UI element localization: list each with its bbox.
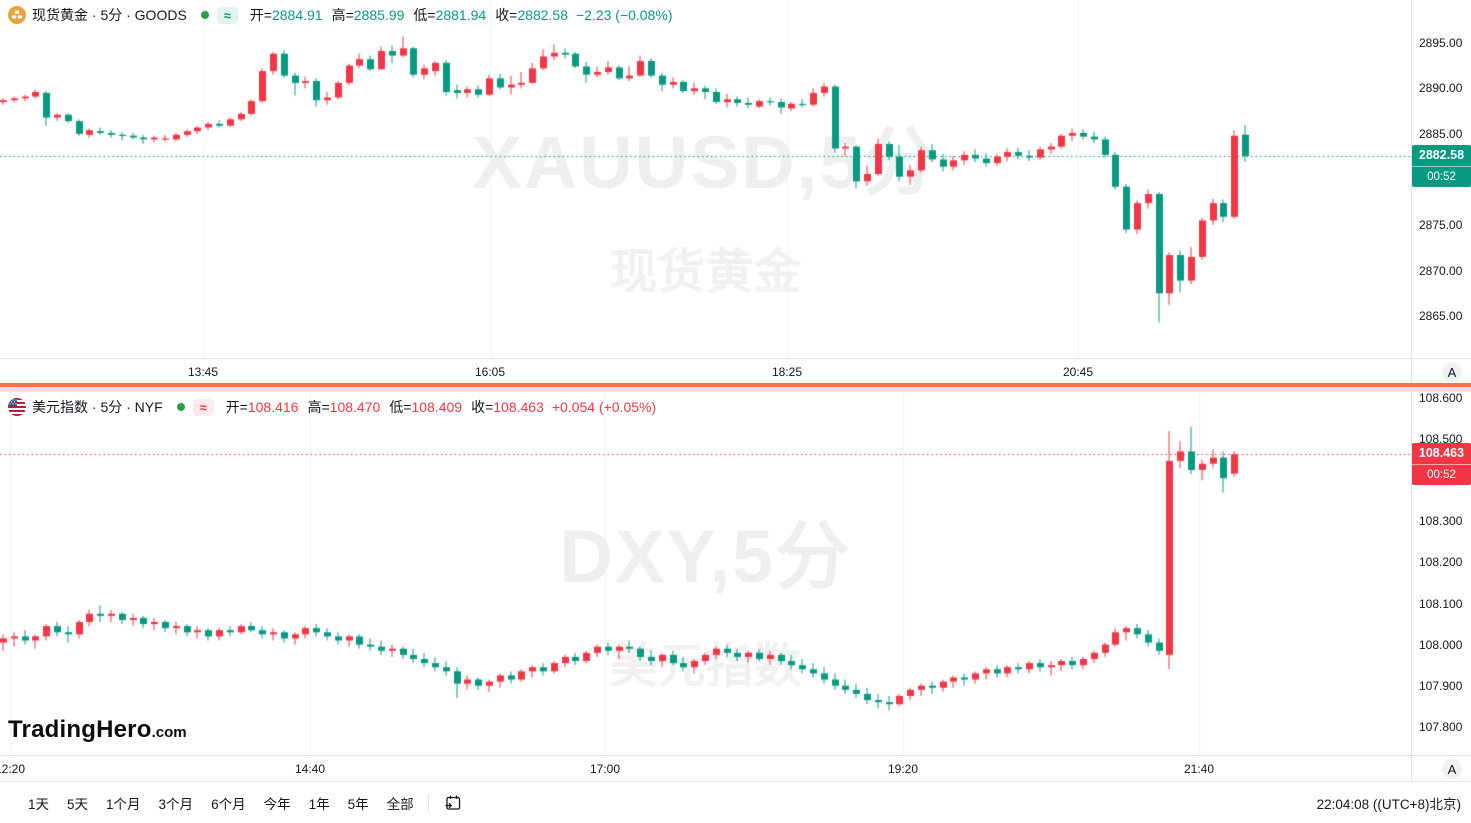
change-value: −2.23 (−0.08%) — [575, 7, 673, 23]
range-button-5年[interactable]: 5年 — [347, 796, 369, 812]
calendar-goto-date-icon[interactable] — [443, 793, 463, 813]
time-tick-label: 12:20 — [0, 761, 26, 776]
time-axis-gold[interactable]: 13:45 16:05 18:25 20:45 A — [0, 358, 1471, 384]
ohlc-item: 开=108.416 — [226, 397, 299, 417]
legend-gold: 现货黄金 · 5分 · GOODS ≈ 开=2884.91 高=2885.99 低=28… — [8, 5, 673, 25]
time-tick-label: 16:05 — [474, 364, 506, 379]
panel-dxy: DXY,5分 美元指数 美元指数 · 5分 · NYF≈开=108.416高=1… — [0, 391, 1471, 781]
ohlc-value: 108.470 — [329, 399, 381, 415]
time-tick-label: 18:25 — [771, 364, 803, 379]
logo-text: TradingHero — [8, 716, 152, 743]
range-button-1个月[interactable]: 1个月 — [106, 796, 141, 812]
range-button-1天[interactable]: 1天 — [28, 796, 50, 812]
ohlc-value: 108.409 — [411, 399, 463, 415]
range-button-1年[interactable]: 1年 — [308, 796, 330, 812]
ohlc-item: 低=2881.94 — [413, 5, 486, 25]
ohlc-item: 收=2882.58 — [495, 5, 568, 25]
symbol-title[interactable]: 现货黄金 · 5分 · GOODS — [32, 7, 187, 23]
market-status-dot[interactable] — [200, 11, 209, 19]
time-tick-label: 20:45 — [1062, 364, 1094, 379]
time-axis-dxy[interactable]: 12:20 14:40 17:00 19:20 21:40 A — [0, 755, 1471, 781]
ohlc-values: 开=2884.91 高=2885.99 低=2881.94 收=2882.58 — [250, 5, 568, 25]
price-tick-label: 108.300 — [1419, 514, 1463, 529]
change-value: +0.054 (+0.05%) — [551, 399, 657, 415]
price-axis-dxy[interactable]: 108.600 108.500 108.300 108.200 108.100 108.0… — [1412, 391, 1471, 755]
price-tick-label: 2885.00 — [1419, 126, 1463, 141]
approx-data-icon[interactable]: ≈ — [216, 6, 238, 24]
tradinghero-logo: TradingHero .com — [8, 716, 187, 744]
approx-data-icon[interactable]: ≈ — [192, 398, 214, 416]
ohlc-label: 低= — [389, 399, 412, 415]
time-tick-label: 17:00 — [589, 761, 621, 776]
last-price-badge: 2882.58 00:52 — [1412, 144, 1471, 187]
time-tick-label: 19:20 — [887, 761, 919, 776]
last-price-badge: 108.463 00:52 — [1412, 443, 1471, 486]
ohlc-item: 开=2884.91 — [250, 5, 323, 25]
logo-suffix: .com — [151, 724, 187, 741]
panel-separator-shadow — [0, 387, 1471, 392]
range-button-今年[interactable]: 今年 — [263, 796, 291, 812]
ohlc-label: 收= — [495, 7, 518, 23]
bar-countdown: 00:52 — [1412, 165, 1471, 186]
price-tick-label: 2865.00 — [1419, 309, 1463, 324]
toolbar-divider — [427, 793, 429, 812]
auto-scale-button[interactable]: A — [1442, 759, 1462, 779]
price-tick-label: 108.000 — [1419, 637, 1463, 652]
ohlc-label: 开= — [225, 399, 248, 415]
range-button-全部[interactable]: 全部 — [386, 796, 414, 812]
price-tick-label: 2875.00 — [1419, 218, 1463, 232]
price-tick-label: 108.500 — [1419, 432, 1463, 447]
ohlc-value: 2882.58 — [517, 7, 568, 23]
last-price-value: 2882.58 — [1418, 147, 1465, 162]
ohlc-item: 高=108.470 — [307, 397, 380, 417]
clock-timezone[interactable]: 22:04:08 ((UTC+8)北京) — [1316, 796, 1461, 812]
ohlc-item: 高=2885.99 — [332, 5, 405, 25]
ohlc-item: 收=108.463 — [471, 397, 544, 417]
bar-countdown: 00:52 — [1412, 464, 1471, 484]
legend-dxy: 美元指数 · 5分 · NYF ≈ 开=108.416 高=108.470 低=108.… — [8, 397, 656, 417]
ohlc-label: 收= — [471, 399, 494, 415]
price-tick-label: 2895.00 — [1419, 35, 1463, 50]
market-status-dot[interactable] — [176, 403, 185, 411]
time-tick-label: 21:40 — [1183, 761, 1215, 776]
us-flag-icon — [8, 398, 26, 416]
price-tick-label: 107.900 — [1419, 678, 1463, 693]
time-tick-label: 14:40 — [294, 761, 326, 776]
range-button-5天[interactable]: 5天 — [67, 796, 89, 812]
ohlc-value: 108.416 — [247, 399, 299, 415]
candlestick-chart-dxy[interactable] — [0, 392, 1411, 755]
ohlc-values: 开=108.416 高=108.470 低=108.409 收=108.463 — [226, 397, 544, 417]
ohlc-value: 2881.94 — [435, 7, 487, 23]
last-price-value: 108.463 — [1418, 446, 1465, 461]
ohlc-value: 2884.91 — [271, 7, 323, 23]
price-tick-label: 108.600 — [1419, 391, 1463, 405]
ohlc-label: 高= — [307, 399, 330, 415]
range-buttons: 1天 5天 1个月 3个月 6个月 今年 1年 5年 全部 — [28, 793, 414, 813]
panel-separator[interactable] — [0, 383, 1471, 387]
panel-gold: XAUUSD,5分 现货黄金 现货黄金 · 5分 · GOODS≈开=2884.… — [0, 0, 1471, 384]
symbol-title[interactable]: 美元指数 · 5分 · NYF — [32, 399, 163, 415]
auto-scale-button[interactable]: A — [1442, 362, 1462, 382]
price-tick-label: 107.800 — [1419, 719, 1463, 734]
ohlc-value: 108.463 — [493, 399, 544, 415]
price-axis-gold[interactable]: 2895.00 2890.00 2885.00 2875.00 2870.00 2865.… — [1412, 0, 1471, 358]
price-tick-label: 108.100 — [1419, 596, 1463, 611]
price-tick-label: 108.200 — [1419, 555, 1463, 570]
ohlc-label: 开= — [249, 7, 272, 23]
range-button-6个月[interactable]: 6个月 — [211, 796, 246, 812]
candlestick-chart-gold[interactable] — [0, 0, 1411, 358]
ohlc-value: 2885.99 — [353, 7, 405, 23]
price-tick-label: 2870.00 — [1419, 263, 1463, 278]
range-button-3个月[interactable]: 3个月 — [158, 796, 194, 812]
ohlc-item: 低=108.409 — [389, 397, 462, 417]
price-tick-label: 2890.00 — [1419, 81, 1463, 96]
ohlc-label: 低= — [413, 7, 436, 23]
bottom-toolbar: 1天 5天 1个月 3个月 6个月 今年 1年 5年 全部 22:04:08 ((UTC+8)北… — [0, 781, 1471, 823]
gold-commodity-icon — [8, 6, 26, 24]
time-tick-label: 13:45 — [187, 364, 219, 379]
ohlc-label: 高= — [331, 7, 354, 23]
